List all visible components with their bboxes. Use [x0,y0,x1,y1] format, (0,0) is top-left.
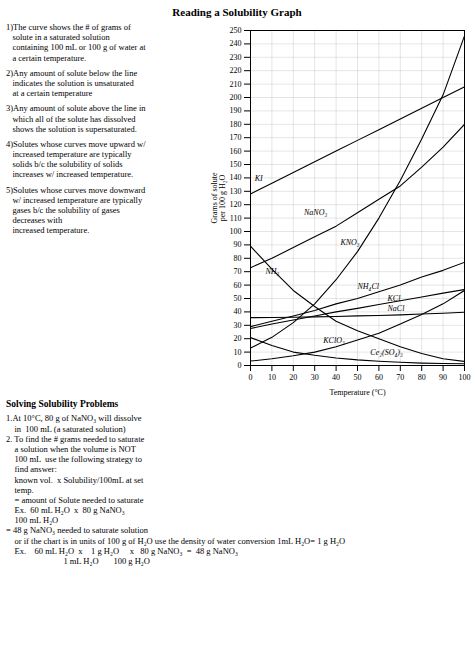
svg-text:KClO₃: KClO₃ [322,336,345,345]
svg-text:220: 220 [230,66,242,75]
svg-text:50: 50 [354,373,362,382]
svg-text:KI: KI [254,174,263,183]
svg-text:60: 60 [375,373,383,382]
svg-text:NaCl: NaCl [386,304,405,313]
svg-text:40: 40 [234,307,242,316]
html-text:1)The curve shows the # of gra: 1)The curve shows the # of grams of solu… [6,22,146,63]
svg-text:20: 20 [234,334,242,343]
svg-text:110: 110 [230,214,242,223]
svg-text:Ce₂(SO₄)₃: Ce₂(SO₄)₃ [370,348,403,357]
svg-text:180: 180 [230,120,242,129]
html-text:= amount of Solute needed to s: = amount of Solute needed to saturate [6,494,144,505]
svg-text:NH₄Cl: NH₄Cl [357,282,380,291]
svg-text:10: 10 [234,348,242,357]
svg-text:30: 30 [311,373,319,382]
html-text:Reading a Solubility Graph: Reading a Solubility Graph [172,6,302,18]
svg-text:120: 120 [230,200,242,209]
svg-text:0: 0 [238,361,242,370]
svg-text:130: 130 [230,187,242,196]
svg-text:0: 0 [249,373,253,382]
svg-text:Temperature (°C): Temperature (°C) [329,388,386,397]
html-text:= 48 g NaNO₃ needed to saturat: = 48 g NaNO₃ needed to saturate solution [6,525,149,536]
svg-text:KCl: KCl [386,294,401,303]
html-text:3)Any amount of solute above t: 3)Any amount of solute above the line in… [6,103,146,134]
html-text:4)Solutes whose curves move up: 4)Solutes whose curves move upward w/ in… [6,138,146,180]
svg-text:50: 50 [234,294,242,303]
svg-text:210: 210 [230,80,242,89]
html-text:find answer:: find answer: [6,464,57,475]
svg-text:NaNO₃: NaNO₃ [303,208,327,217]
html-text:Solving Solubility Problems: Solving Solubility Problems [6,399,119,409]
svg-text:90: 90 [234,240,242,249]
svg-text:160: 160 [230,147,242,156]
html-text:a solution when the volume is: a solution when the volume is NOT [6,444,136,454]
html-text:known vol. x Solubility/100mL: known vol. x Solubility/100mL at set [6,474,144,485]
svg-text:80: 80 [234,254,242,263]
svg-text:40: 40 [332,373,340,382]
svg-text:200: 200 [230,93,242,102]
svg-text:90: 90 [439,373,447,382]
svg-text:250: 250 [230,26,242,35]
svg-text:80: 80 [418,373,426,382]
html-text:2)Any amount of solute below t: 2)Any amount of solute below the line in… [6,67,138,99]
svg-text:Grams of soluteper 100 g H₂O: Grams of soluteper 100 g H₂O [210,172,227,224]
svg-text:230: 230 [230,53,242,62]
svg-text:30: 30 [234,321,242,330]
svg-text:20: 20 [289,373,297,382]
html-text:1 mL H₂O 100 g H₂O: 1 mL H₂O 100 g H₂O [6,556,150,566]
svg-text:NH₃: NH₃ [264,267,279,276]
svg-text:100: 100 [459,373,471,382]
html-text:or if the chart is in units of: or if the chart is in units of 100 g of … [6,535,346,546]
svg-text:140: 140 [230,173,242,182]
svg-text:60: 60 [234,281,242,290]
svg-text:150: 150 [230,160,242,169]
html-text:5)Solutes whose curves move do: 5)Solutes whose curves move downward w/ … [6,184,146,236]
html-text:100 mL H₂O: 100 mL H₂O [6,515,59,526]
svg-text:240: 240 [230,39,242,48]
html-text:in 100 mL (a saturated solutio: in 100 mL (a saturated solution) [6,423,126,434]
html-text:2. To find the # grams needed: 2. To find the # grams needed to saturat… [6,433,145,444]
html-text:1.At 10°C, 80 g of NaNO₃ will: 1.At 10°C, 80 g of NaNO₃ will dissolve [6,413,142,424]
svg-text:70: 70 [396,373,404,382]
html-text:Ex. 60 mL H₂O x 80 g NaNO₃: Ex. 60 mL H₂O x 80 g NaNO₃ [6,505,125,516]
html-text:100 mL use the following strat: 100 mL use the following strategy to [6,454,142,465]
html-text:Ex. 60 mL H₂O x 1 g H₂O x 80 g: Ex. 60 mL H₂O x 1 g H₂O x 80 g NaNO₃ = 4… [6,545,238,556]
html-text:temp.: temp. [6,484,34,495]
svg-text:170: 170 [230,133,242,142]
svg-text:100: 100 [230,227,242,236]
svg-text:KNO₃: KNO₃ [339,238,359,247]
svg-text:10: 10 [268,373,276,382]
svg-text:70: 70 [234,267,242,276]
svg-text:190: 190 [230,106,242,115]
